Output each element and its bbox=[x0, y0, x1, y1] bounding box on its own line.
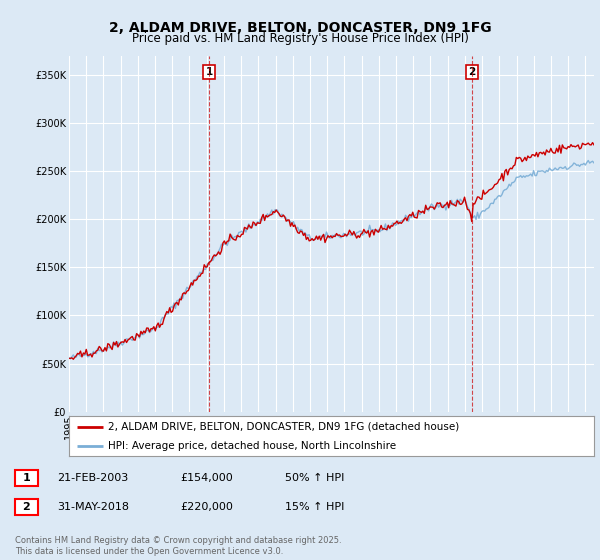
Text: 15% ↑ HPI: 15% ↑ HPI bbox=[285, 502, 344, 512]
Text: 31-MAY-2018: 31-MAY-2018 bbox=[57, 502, 129, 512]
Text: 50% ↑ HPI: 50% ↑ HPI bbox=[285, 473, 344, 483]
Text: Contains HM Land Registry data © Crown copyright and database right 2025.
This d: Contains HM Land Registry data © Crown c… bbox=[15, 536, 341, 556]
Text: HPI: Average price, detached house, North Lincolnshire: HPI: Average price, detached house, Nort… bbox=[109, 441, 397, 450]
Text: 2, ALDAM DRIVE, BELTON, DONCASTER, DN9 1FG (detached house): 2, ALDAM DRIVE, BELTON, DONCASTER, DN9 1… bbox=[109, 422, 460, 432]
Text: 21-FEB-2003: 21-FEB-2003 bbox=[57, 473, 128, 483]
Text: 1: 1 bbox=[23, 473, 30, 483]
Text: 2: 2 bbox=[23, 502, 30, 512]
Text: £220,000: £220,000 bbox=[180, 502, 233, 512]
Text: £154,000: £154,000 bbox=[180, 473, 233, 483]
Text: 2: 2 bbox=[469, 67, 476, 77]
Text: 1: 1 bbox=[205, 67, 212, 77]
Text: Price paid vs. HM Land Registry's House Price Index (HPI): Price paid vs. HM Land Registry's House … bbox=[131, 32, 469, 45]
Text: 2, ALDAM DRIVE, BELTON, DONCASTER, DN9 1FG: 2, ALDAM DRIVE, BELTON, DONCASTER, DN9 1… bbox=[109, 21, 491, 35]
